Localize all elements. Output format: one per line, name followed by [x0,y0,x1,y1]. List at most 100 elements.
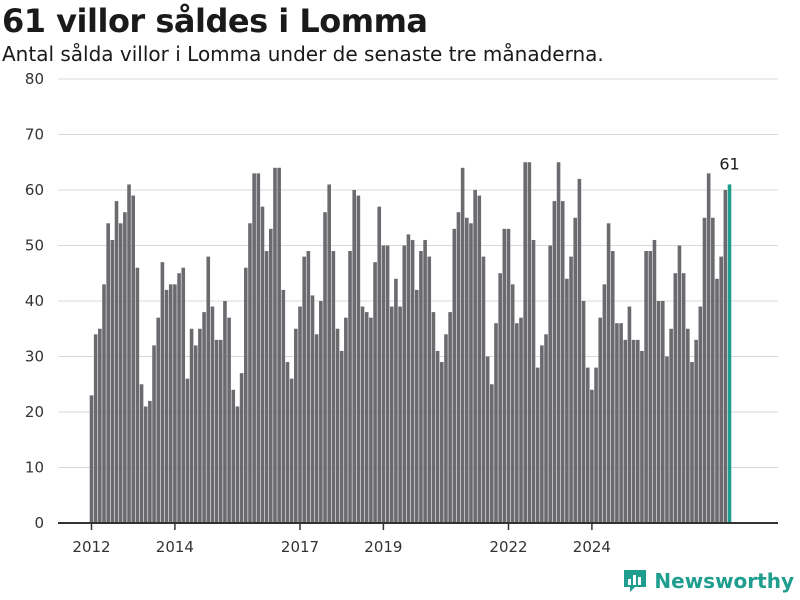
bar [168,284,173,523]
bar [335,328,340,523]
bar [585,367,590,523]
bar [485,356,490,523]
bar [544,334,548,523]
bar [660,301,665,523]
bar [389,306,394,523]
bar [352,190,357,523]
x-tick-label: 2019 [364,538,402,556]
bar [344,317,348,523]
bar [377,206,382,523]
bar [310,295,315,523]
bar [656,301,661,523]
bar [369,317,373,523]
bar [498,273,502,523]
bar [331,251,336,524]
bar [410,239,415,523]
bar [285,362,290,523]
bar [360,306,365,523]
bar [569,256,573,523]
bar [102,284,106,523]
bar [448,312,452,523]
bar [231,389,236,523]
bar [540,345,544,523]
last-value-label: 61 [719,154,739,173]
y-tick-label: 40 [25,292,44,310]
bar [193,345,198,523]
bar [202,312,206,523]
bar [419,251,423,524]
bar [648,251,653,524]
bar [456,212,461,523]
bar [681,273,686,523]
y-tick-label: 10 [25,459,44,477]
chart-subtitle: Antal sålda villor i Lomma under de sena… [2,42,604,66]
bar [727,184,732,523]
bar [465,217,469,523]
bar [198,328,202,523]
bar [385,245,390,523]
y-tick-label: 30 [25,348,44,366]
bar [439,362,444,523]
x-tick-label: 2012 [72,538,110,556]
bar [615,323,619,523]
bar [327,184,331,523]
bar [127,184,131,523]
bar [106,223,110,524]
bar [565,278,569,523]
bar [406,234,411,523]
bar [619,323,623,523]
bar [398,306,402,523]
bar [669,328,673,523]
bar [252,173,256,523]
bar [394,278,398,523]
newsworthy-logo: Newsworthy [622,568,794,594]
bar [610,251,615,524]
bar [644,251,648,524]
bar [515,323,519,523]
bar [444,334,448,523]
bar [573,217,578,523]
bar [114,201,119,523]
bar [260,206,265,523]
bar [264,251,269,524]
bar [248,223,252,524]
bar [602,284,607,523]
bar [623,339,628,523]
bar [110,239,115,523]
bar [715,278,719,523]
bar [185,378,190,523]
bar [481,256,486,523]
bar [414,289,419,523]
y-tick-label: 50 [25,237,44,255]
bar [302,256,306,523]
bar [556,162,561,523]
y-tick-label: 60 [25,181,44,199]
bar [98,328,102,523]
bar [289,378,294,523]
bar [177,273,181,523]
bar [719,256,723,523]
bar [269,228,273,523]
bar [294,328,298,523]
bar [339,350,344,523]
x-tick-label: 2022 [489,538,527,556]
bar [527,162,532,523]
bar [635,339,640,523]
bar [494,323,498,523]
newsworthy-chart-icon [624,570,647,592]
x-tick-label: 2017 [281,538,319,556]
bar [135,267,140,523]
bar [348,251,352,524]
bar [640,350,644,523]
bar [298,306,302,523]
bar [89,395,94,523]
bar [148,400,152,523]
bar [698,306,703,523]
bar [214,339,219,523]
bar [502,228,507,523]
bar [423,239,427,523]
bar [189,328,194,523]
bar [460,167,465,524]
bar [227,317,231,523]
